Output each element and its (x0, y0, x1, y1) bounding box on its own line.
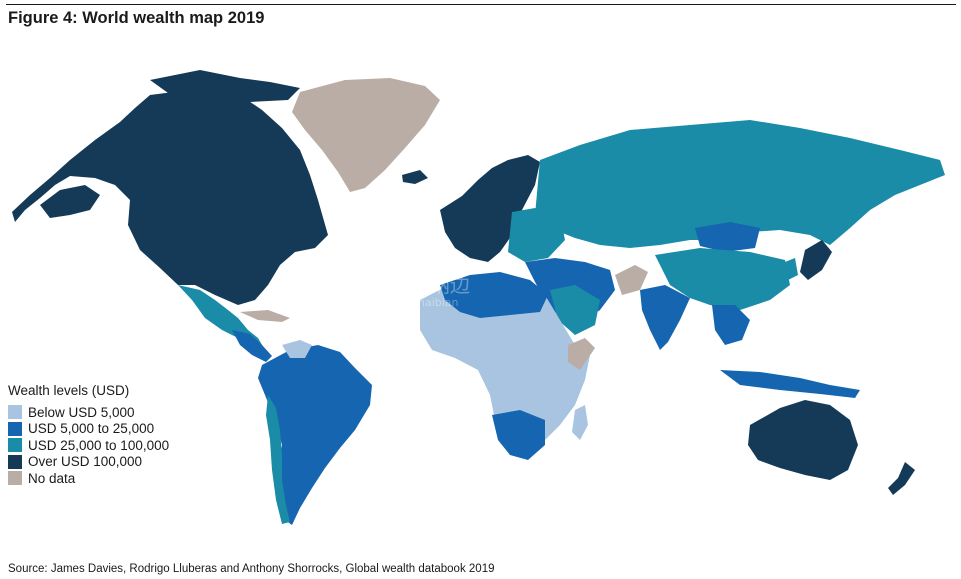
region-japan (800, 240, 832, 280)
region-iceland (402, 170, 428, 184)
legend-label: Below USD 5,000 (28, 404, 135, 420)
legend-item: USD 5,000 to 25,000 (8, 421, 169, 438)
region-southeast-asia (712, 305, 750, 345)
region-new-zealand (888, 462, 915, 495)
region-southern-africa (492, 410, 545, 460)
legend-title: Wealth levels (USD) (8, 383, 130, 398)
region-caribbean (240, 310, 290, 322)
region-korea (785, 258, 798, 280)
region-venezuela (282, 340, 312, 358)
world-map: 海纳边 haibian (12, 70, 945, 525)
legend-swatch (8, 471, 22, 486)
legend-swatch (8, 421, 22, 436)
region-canadian-arctic (150, 70, 300, 102)
region-afghanistan (615, 265, 648, 295)
legend-swatch (8, 405, 22, 420)
legend-item: Below USD 5,000 (8, 404, 169, 421)
region-india (640, 285, 690, 350)
region-horn-of-africa (568, 338, 595, 370)
legend-item: No data (8, 470, 169, 487)
region-russia (535, 120, 945, 248)
region-arabia (550, 285, 600, 335)
top-rule (6, 4, 956, 5)
map-legend: Wealth levels (USD) Below USD 5,000 USD … (8, 383, 169, 487)
region-alaska (40, 185, 100, 218)
region-western-europe (440, 155, 540, 262)
watermark-cn: 海纳边 (410, 273, 470, 297)
region-greenland (292, 78, 440, 192)
legend-label: USD 25,000 to 100,000 (28, 437, 170, 453)
region-china (655, 248, 790, 310)
region-south-america (258, 345, 372, 525)
region-indonesia (720, 370, 860, 398)
legend-swatch (8, 438, 22, 453)
legend-label: No data (28, 470, 76, 486)
legend-label: Over USD 100,000 (28, 454, 143, 470)
region-north-africa (440, 272, 548, 318)
region-australia (748, 400, 858, 480)
legend-item: Over USD 100,000 (8, 454, 169, 471)
region-mongolia (695, 222, 760, 252)
region-africa (420, 278, 590, 455)
legend-item: USD 25,000 to 100,000 (8, 437, 169, 454)
source-note: Source: James Davies, Rodrigo Lluberas a… (8, 563, 495, 575)
region-north-america (12, 88, 328, 305)
legend-swatch (8, 454, 22, 469)
watermark-latin: haibian (418, 296, 459, 309)
legend-label: USD 5,000 to 25,000 (28, 421, 155, 437)
region-madagascar (572, 405, 588, 440)
figure-title: Figure 4: World wealth map 2019 (8, 9, 265, 27)
region-chile (266, 395, 290, 524)
region-central-america (232, 330, 272, 362)
